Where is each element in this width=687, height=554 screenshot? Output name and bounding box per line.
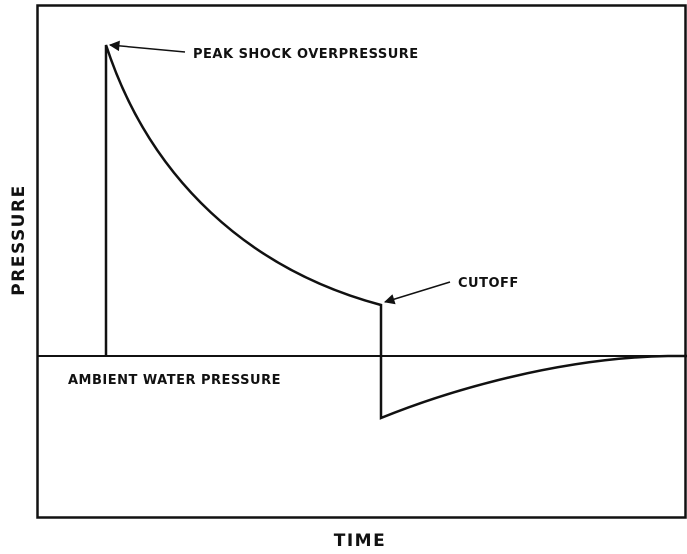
pressure-curve <box>104 44 687 420</box>
ambient-label: AMBIENT WATER PRESSURE <box>68 373 281 388</box>
frame <box>36 4 687 519</box>
cutoff-label: CUTOFF <box>458 276 519 291</box>
cutoff-arrow <box>383 281 451 305</box>
y-axis-label: PRESSURE <box>9 184 29 295</box>
peak-label: PEAK SHOCK OVERPRESSURE <box>193 47 419 62</box>
peak-arrow <box>108 40 186 53</box>
x-axis-label: TIME <box>334 531 386 551</box>
